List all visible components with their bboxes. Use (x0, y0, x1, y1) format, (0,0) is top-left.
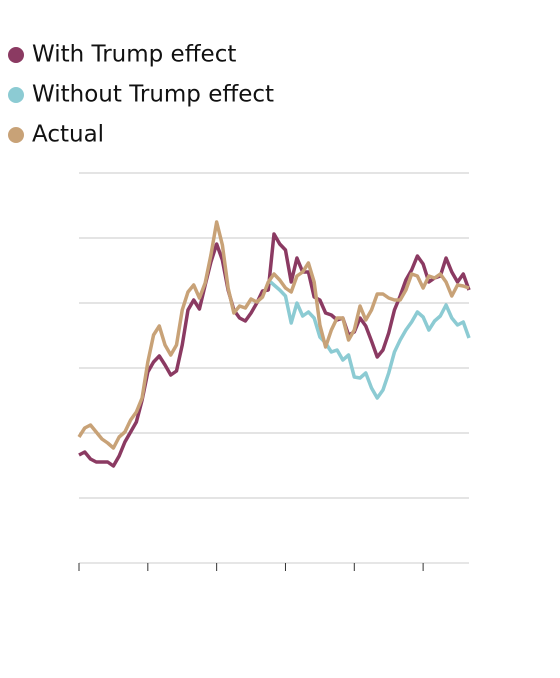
legend-marker (8, 127, 24, 143)
legend-label: Without Trump effect (32, 82, 274, 108)
legend-marker (8, 47, 24, 63)
legend-label: With Trump effect (32, 42, 236, 68)
series-line (77, 220, 470, 450)
legend-label: Actual (32, 122, 104, 148)
series-line (78, 232, 471, 468)
series-line (267, 278, 471, 400)
legend-marker (8, 87, 24, 103)
